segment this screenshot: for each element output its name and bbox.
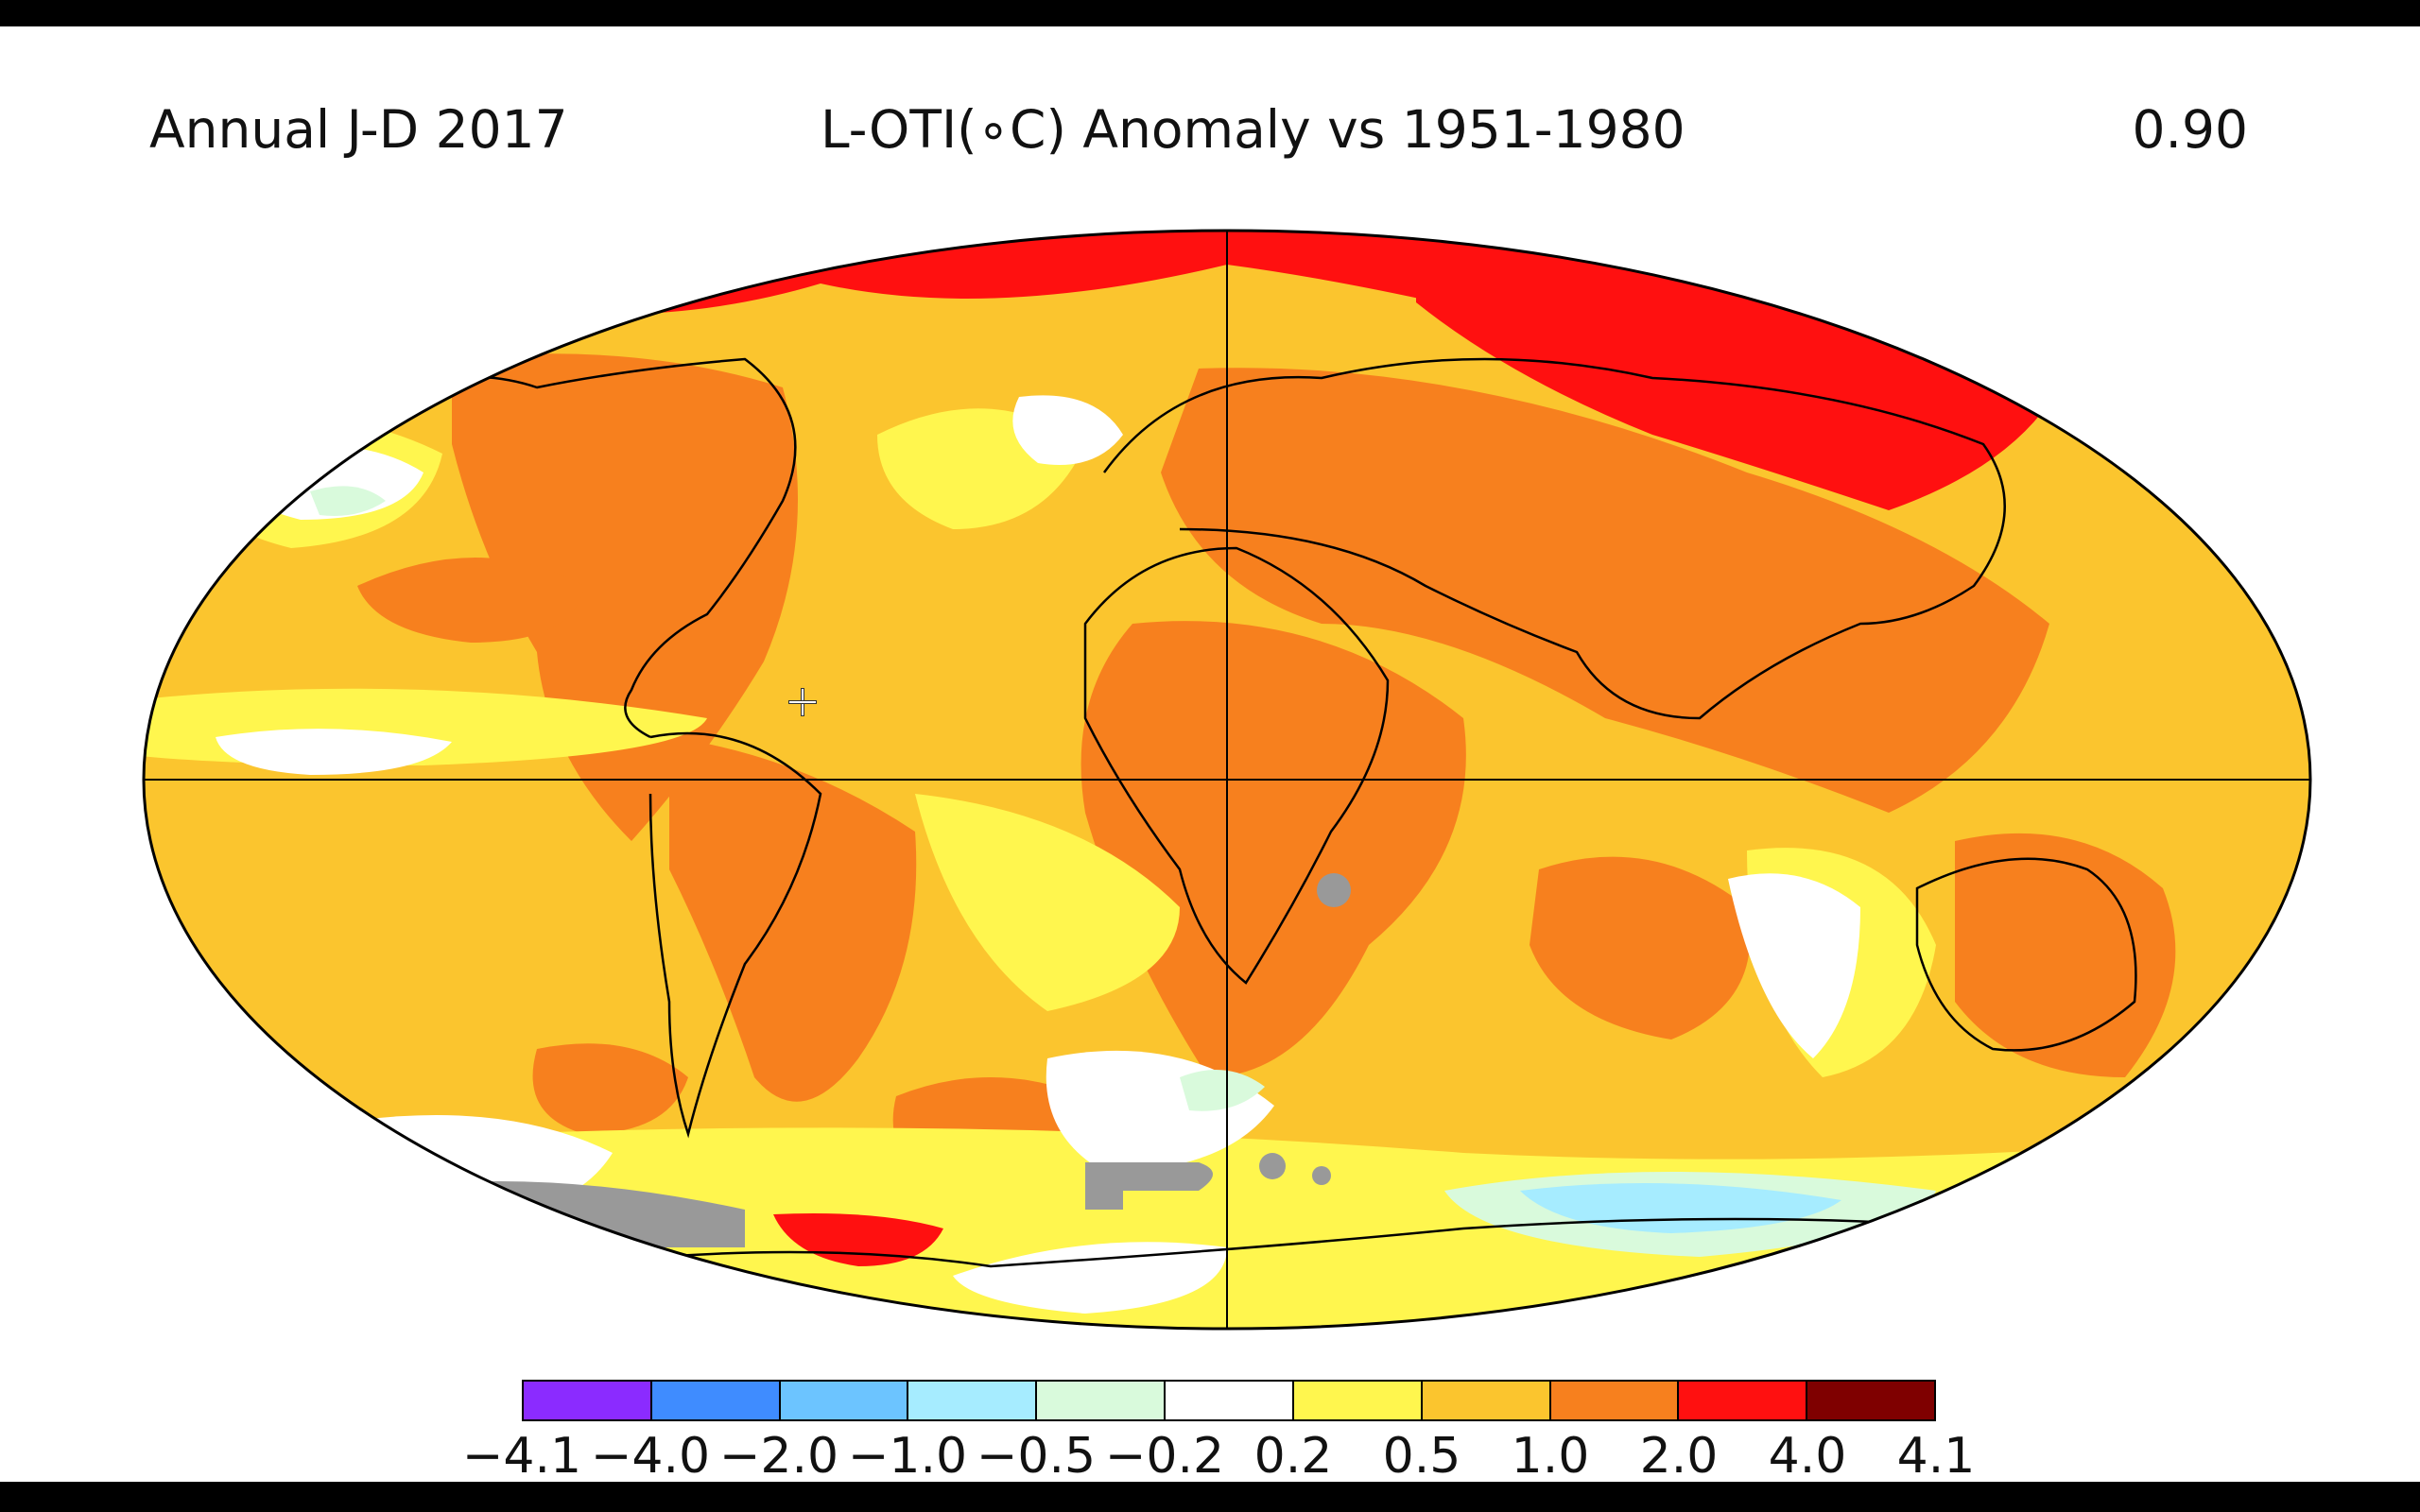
legend-swatch <box>1807 1382 1934 1419</box>
figure-frame: Annual J-D 2017 L-OTI(∘C) Anomaly vs 195… <box>0 26 2420 1485</box>
legend-tick-label: −4.0 <box>590 1428 711 1485</box>
legend-tick-label: 4.0 <box>1768 1428 1847 1485</box>
antarctic-coast-neutral <box>953 1242 1227 1314</box>
indian-ocean-warm <box>1530 856 1751 1040</box>
tropical-pacific-neutral <box>216 729 452 775</box>
legend-swatch <box>908 1382 1038 1419</box>
atlantic-neutral <box>1012 395 1123 465</box>
legend-swatch <box>1422 1382 1551 1419</box>
map-outline <box>142 229 2312 1331</box>
australia-warm <box>1955 833 2176 1077</box>
legend-swatch <box>1166 1382 1294 1419</box>
color-legend <box>522 1380 1936 1421</box>
south-atlantic-mild <box>915 794 1180 1011</box>
southern-warm-west <box>532 1043 688 1134</box>
legend-tick-label: 0.2 <box>1253 1428 1333 1485</box>
north-america-coast <box>356 357 797 739</box>
legend-tick-label: −0.2 <box>1104 1428 1225 1485</box>
legend-tick-label: 4.1 <box>1896 1428 1976 1485</box>
legend-swatch <box>1679 1382 1808 1419</box>
legend-tick-label: 1.0 <box>1511 1428 1590 1485</box>
north-america-warm <box>452 353 798 841</box>
australia-coast <box>1915 857 2137 1052</box>
legend-tick-label: −2.0 <box>718 1428 839 1485</box>
indian-ocean-neutral <box>1728 873 1860 1058</box>
legend-swatch <box>524 1382 652 1419</box>
anomaly-map <box>140 227 2314 1332</box>
legend-swatch <box>780 1382 909 1419</box>
africa-warm <box>1080 621 1466 1077</box>
missing-data-dot-2 <box>1312 1166 1331 1185</box>
africa-coast <box>1083 546 1390 985</box>
legend-tick-label: 0.5 <box>1382 1428 1461 1485</box>
legend-tick-label: −0.5 <box>976 1428 1097 1485</box>
global-mean-value: 0.90 <box>2132 99 2248 160</box>
legend-swatch <box>1550 1382 1680 1419</box>
pacific-cool-spot <box>310 486 386 516</box>
legend-swatch <box>1293 1382 1423 1419</box>
legend-tick-label: 2.0 <box>1639 1428 1719 1485</box>
legend-tick-label: −1.0 <box>847 1428 968 1485</box>
map-title: L-OTI(∘C) Anomaly vs 1951-1980 <box>821 99 1685 160</box>
legend-swatch <box>1037 1382 1167 1419</box>
missing-data-dot-1 <box>1259 1153 1286 1179</box>
pacific-warm <box>357 558 584 643</box>
south-atlantic-cool-spot <box>1180 1070 1265 1111</box>
south-america-coast <box>648 731 822 1139</box>
eurasia-warm <box>1161 368 2049 813</box>
missing-data-africa <box>1317 873 1351 907</box>
missing-data-central <box>1085 1162 1213 1210</box>
period-label: Annual J-D 2017 <box>149 99 568 160</box>
south-america-warm <box>669 737 917 1102</box>
legend-swatch <box>651 1382 781 1419</box>
europe-asia-coast <box>1102 357 2006 720</box>
crosshair-cursor-icon <box>788 688 817 716</box>
legend-tick-labels: −4.1 −4.0 −2.0 −1.0 −0.5 −0.2 0.2 0.5 1.0 2.0 4.0 4… <box>0 1425 2420 1491</box>
legend-tick-label: −4.1 <box>461 1428 582 1485</box>
